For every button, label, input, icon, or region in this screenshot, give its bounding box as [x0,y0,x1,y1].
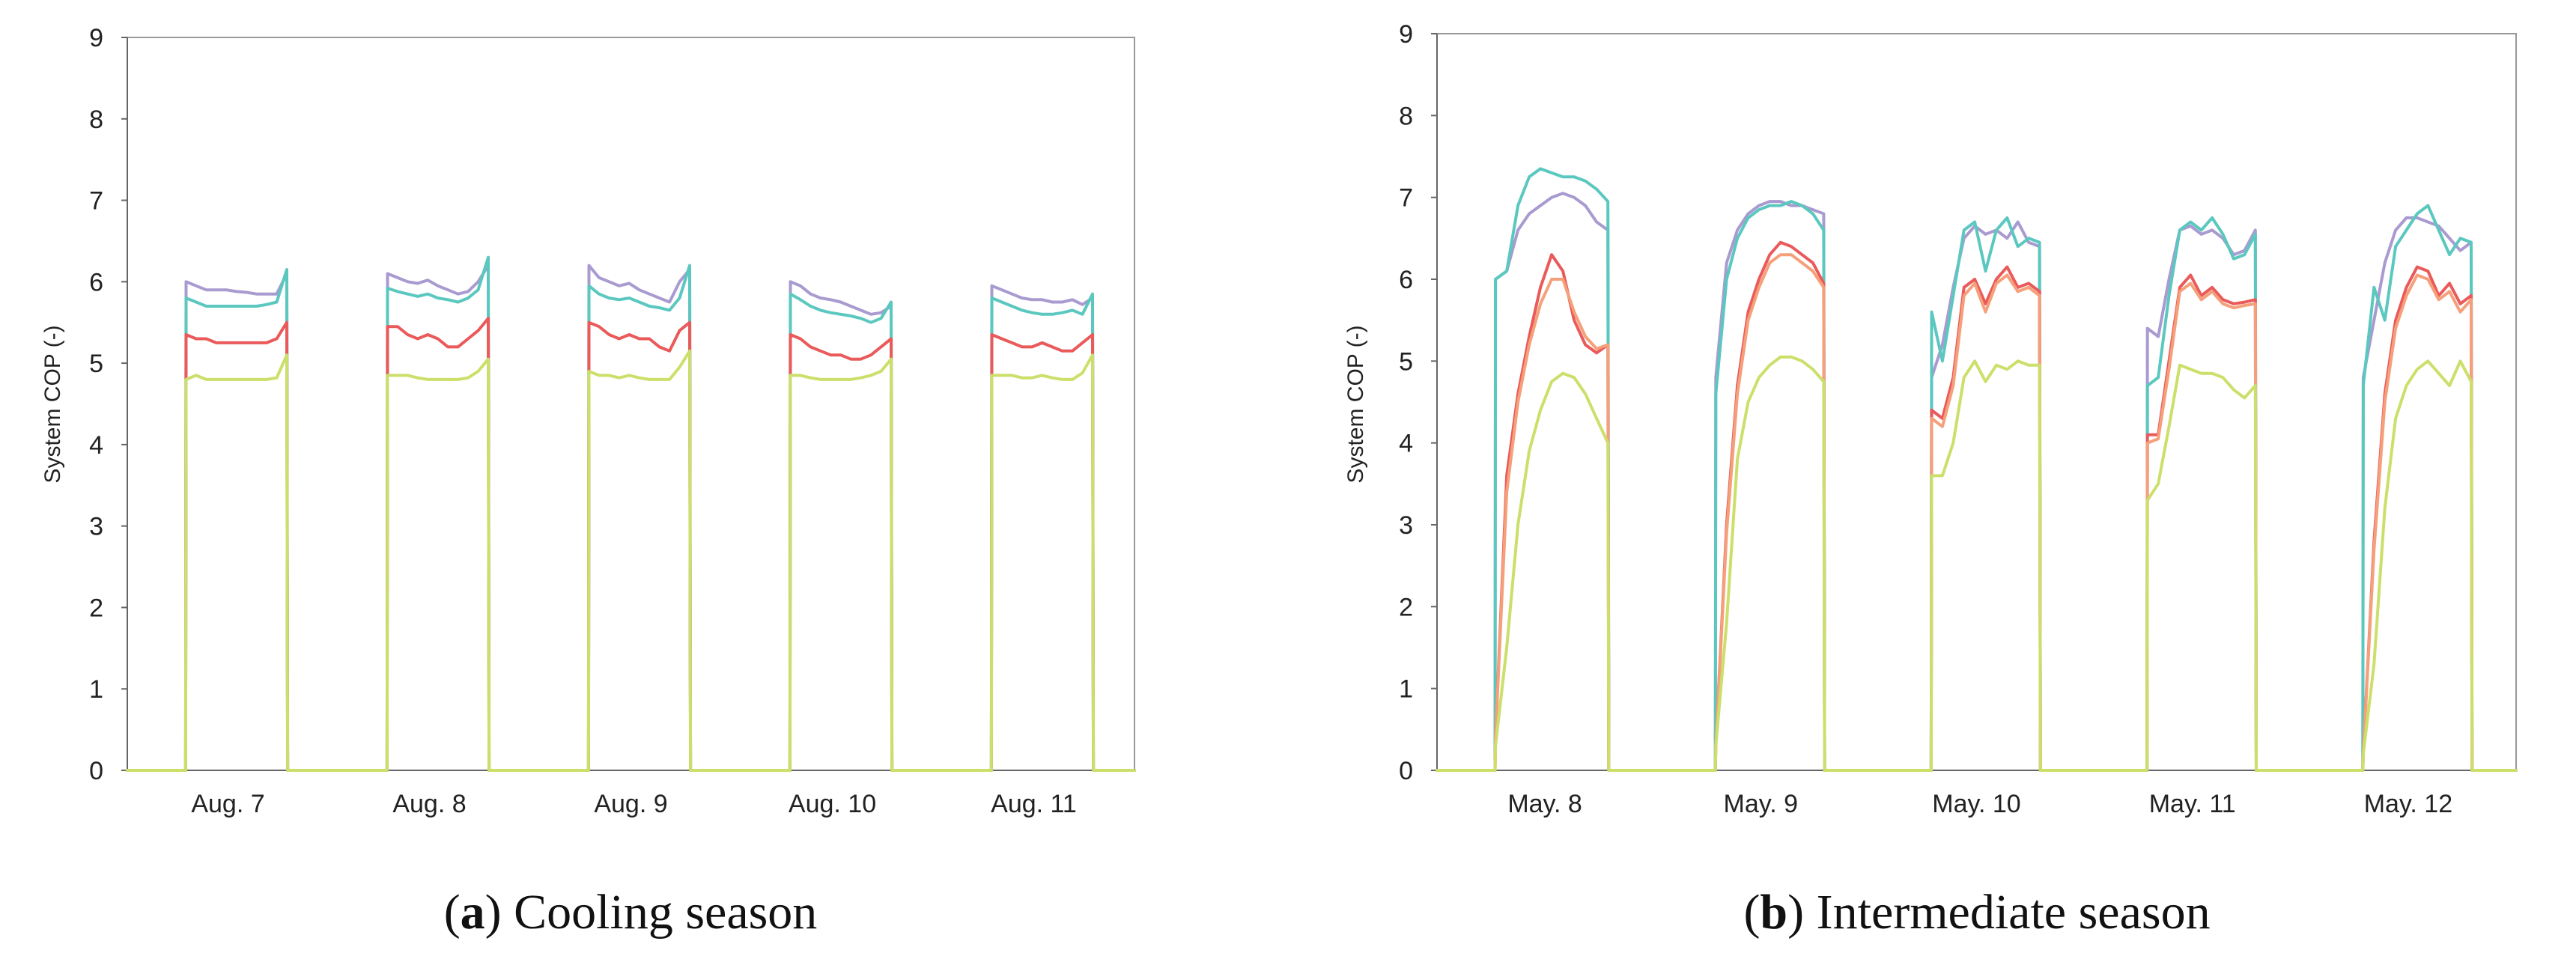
panel-b-x-tick-label: May. 12 [2364,790,2452,818]
panel-b-series-red [1436,240,2518,772]
panel-b-y-tick-label: 0 [1399,757,1413,785]
panel-b-caption: (b) Intermediate season [1743,885,2210,940]
panel-b-y-ticks: 0 1 2 3 4 5 6 7 8 9 [1399,20,1437,785]
panel-a-y-tick-label: 0 [89,757,103,785]
panel-b-series-yellow-green [1436,355,2518,772]
panel-a-x-tick-label: Aug. 10 [789,790,876,818]
panel-a-x-tick-label: Aug. 9 [594,790,667,818]
panel-b-x-tick-label: May. 11 [2149,790,2236,818]
panel-b-x-ticks: May. 8 May. 9 May. 10 May. 11 May. 12 [1507,790,2452,818]
panel-b-plot-frame [1436,33,2517,771]
panel-a-y-tick-label: 1 [89,675,103,704]
panel-a-y-tick-label: 3 [89,513,103,541]
panel-a-y-tick-label: 7 [89,187,103,216]
panel-a-y-ticks: 0 1 2 3 4 5 6 7 8 9 [89,24,127,785]
panel-b-x-tick-label: May. 9 [1724,790,1799,818]
panel-a-caption-text: Cooling season [514,885,817,940]
panel-b-y-axis-label: System COP (-) [1343,325,1368,483]
panel-a-series [126,255,1136,772]
panel-b-y-tick-label: 1 [1399,675,1413,704]
panel-a-x-ticks: Aug. 7 Aug. 8 Aug. 9 Aug. 10 Aug. 11 [191,790,1077,818]
panel-a-y-tick-label: 8 [89,106,103,134]
panel-a-x-tick-label: Aug. 8 [392,790,466,818]
panel-b-y-tick-label: 6 [1399,266,1413,294]
panel-a-y-tick-label: 5 [89,350,103,378]
panel-b-x-tick-label: May. 8 [1507,790,1582,818]
panel-a-y-axis-label: System COP (-) [40,325,65,483]
panel-b-y-tick-label: 3 [1399,511,1413,540]
panel-a-series-yellow-green [126,349,1136,772]
panel-b-y-tick-label: 2 [1399,593,1413,621]
panel-b-letter: b [1760,885,1787,940]
panel-a-series-cyan [126,255,1136,772]
panel-a-series-red [126,317,1136,772]
panel-a-letter: a [461,885,485,940]
panel-a-x-tick-label: Aug. 11 [991,790,1077,818]
panel-b-series-cyan [1436,167,2518,772]
panel-a-series-purple [126,264,1136,772]
panel-b-series-purple [1436,192,2518,772]
panel-a-caption: (a) Cooling season [444,885,818,940]
panel-b-y-tick-label: 8 [1399,102,1413,130]
panel-a-y-tick-label: 2 [89,594,103,622]
panel-b-y-tick-label: 4 [1399,430,1413,458]
panel-a-x-tick-label: Aug. 7 [191,790,264,818]
panel-b-series-orange [1436,253,2518,772]
panel-b-caption-text: Intermediate season [1817,885,2211,940]
panel-b-x-tick-label: May. 10 [1932,790,2020,818]
panel-b-series [1436,167,2518,772]
panel-a-y-tick-label: 9 [89,24,103,52]
panel-b-y-tick-label: 5 [1399,347,1413,376]
panel-b-y-tick-label: 9 [1399,20,1413,49]
panel-a-plot-frame [127,37,1135,771]
panel-b-y-tick-label: 7 [1399,184,1413,213]
panel-a-y-tick-label: 4 [89,431,103,460]
panel-a-y-tick-label: 6 [89,268,103,296]
